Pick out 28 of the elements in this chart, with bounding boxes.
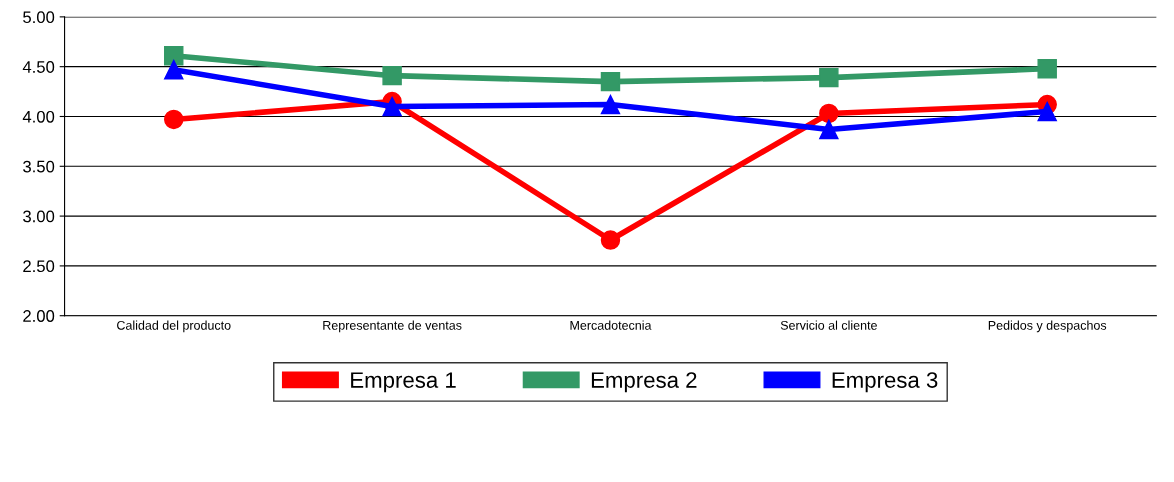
y-tick-label: 3.00 (23, 210, 55, 223)
point (819, 67, 839, 88)
point (164, 109, 184, 130)
legend-label: Empresa 3 (832, 372, 938, 393)
y-tick-label: 4.50 (22, 61, 55, 73)
point (382, 65, 402, 86)
point (600, 94, 621, 115)
point (600, 230, 621, 250)
point (164, 59, 184, 80)
legend-label: Empresa 2 (591, 372, 697, 393)
x-tick-label: Servicio al cliente (780, 320, 877, 330)
x-tick-label: Mercadotecnia (570, 320, 652, 330)
point (1037, 58, 1057, 79)
y-tick-label: 5.00 (23, 11, 55, 24)
y-tick-label: 3.50 (23, 160, 55, 173)
point (600, 71, 621, 92)
point (382, 96, 402, 117)
point (819, 103, 839, 124)
y-tick-label: 4.00 (22, 110, 55, 123)
point (164, 45, 184, 66)
x-tick-label: Representante de ventas (323, 320, 462, 333)
y-tick-label: 2.50 (23, 260, 55, 273)
point (1037, 101, 1057, 122)
x-tick-label: Calidad del producto (117, 320, 231, 333)
y-tick-label: 2.00 (23, 310, 55, 322)
legend-label: Empresa 1 (351, 372, 456, 393)
x-tick-label: Pedidos y despachos (988, 320, 1107, 333)
point (819, 119, 839, 140)
